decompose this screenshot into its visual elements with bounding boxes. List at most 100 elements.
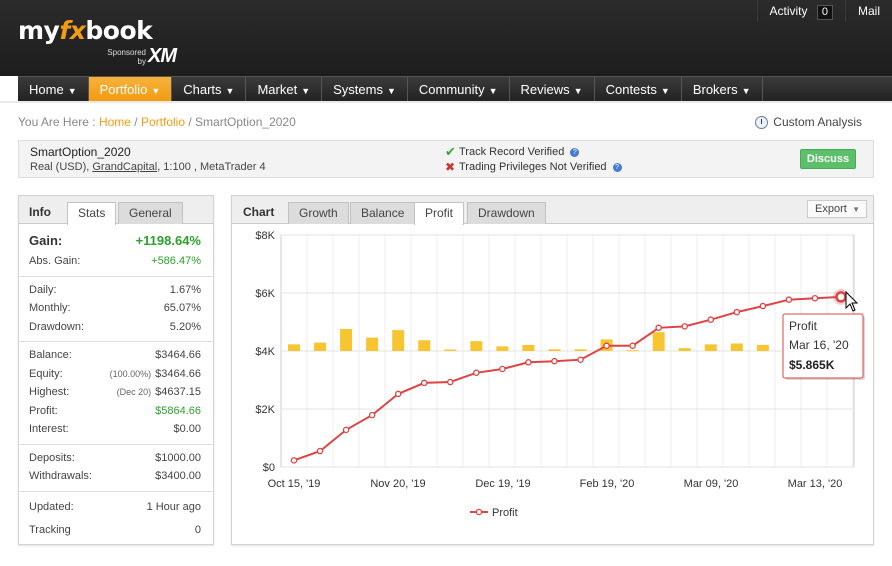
profit-point [603, 342, 610, 350]
chevron-down-icon: ▼ [225, 86, 235, 96]
info-tabbar: Info Stats General [19, 196, 213, 225]
legend-swatch-point [475, 508, 483, 516]
stat-gain: Gain: +1198.64% [29, 233, 201, 248]
account-type: Real (USD), [30, 161, 90, 173]
y-tick-label: $6K [255, 288, 275, 300]
nav-reviews[interactable]: Reviews ▼ [510, 77, 595, 102]
logo-text-book: book [85, 16, 153, 45]
profit-bar [470, 341, 483, 351]
breadcrumb-home-link[interactable]: Home [98, 115, 131, 129]
stat-balance: Balance: $3464.66 [29, 349, 201, 361]
x-tick-label: Dec 19, '19 [475, 478, 530, 490]
tab-drawdown[interactable]: Drawdown [467, 202, 546, 224]
logo-text-fx: fx [59, 16, 86, 45]
trading-privileges-label: Trading Privileges Not Verified [459, 161, 607, 173]
profit-bar [704, 344, 717, 351]
x-tick-label: Nov 20, '19 [370, 478, 425, 490]
myfxbook-logo[interactable]: myfxbook Sponsored by XM [18, 16, 177, 67]
breadcrumb-portfolio-link[interactable]: Portfolio [140, 115, 186, 129]
nav-systems[interactable]: Systems ▼ [322, 77, 408, 102]
stat-profit: Profit: $5864.66 [29, 404, 201, 417]
breadcrumb-separator: / [130, 115, 141, 129]
custom-analysis-label: Custom Analysis [773, 115, 862, 129]
nav-brokers[interactable]: Brokers ▼ [682, 77, 763, 102]
tab-general[interactable]: General [118, 202, 183, 224]
nav-charts[interactable]: Charts ▼ [172, 77, 247, 102]
profit-bar [314, 342, 327, 351]
stat-monthly: Monthly: 65.07% [29, 302, 201, 314]
export-button[interactable]: Export ▼ [807, 200, 867, 218]
top-header: myfxbook Sponsored by XM Activity 0 Mail [0, 0, 892, 76]
profit-point [759, 302, 767, 310]
nav-home[interactable]: Home ▼ [18, 77, 89, 102]
profit-point [525, 359, 532, 366]
nav-portfolio[interactable]: Portfolio ▼ [88, 77, 173, 102]
stat-equity: Equity: (100.00%) $3464.66 [29, 367, 201, 380]
profit-point [785, 296, 793, 303]
discuss-button[interactable]: Discuss [800, 149, 856, 169]
chart-panel: Chart Growth Balance Profit Drawdown Exp… [231, 195, 874, 545]
profit-point [733, 308, 741, 316]
divider [19, 341, 213, 342]
tab-stats[interactable]: Stats [67, 202, 117, 225]
chevron-down-icon: ▼ [741, 86, 751, 96]
custom-analysis-link[interactable]: Custom Analysis [755, 115, 862, 129]
chart-tabbar: Chart Growth Balance Profit Drawdown Exp… [232, 196, 873, 225]
tab-growth[interactable]: Growth [288, 202, 349, 224]
stats-list: Gain: +1198.64% Abs. Gain: +586.47% Daily:… [19, 230, 213, 542]
divider [19, 490, 213, 492]
profit-chart[interactable]: $0 $2K $4K $6K $8K Oct 15, '19 Nov 20, '19 Dec … [232, 225, 873, 545]
tab-profit[interactable]: Profit [414, 202, 465, 225]
profit-point [342, 426, 350, 434]
stat-withdrawals: Withdrawals: $3400.00 [29, 470, 201, 482]
profit-bar [730, 343, 743, 351]
nav-community[interactable]: Community ▼ [408, 77, 510, 102]
profit-point [577, 356, 584, 363]
stat-deposits: Deposits: $1000.00 [29, 451, 201, 464]
mail-link[interactable]: Mail [844, 0, 892, 22]
stat-abs-gain: Abs. Gain: +586.47% [29, 255, 201, 267]
help-icon[interactable]: ? [570, 147, 580, 157]
chevron-down-icon: ▼ [67, 86, 77, 96]
profit-point [629, 342, 636, 350]
check-icon: ✔ [445, 144, 456, 159]
profit-bar [496, 346, 509, 351]
highlight-point [835, 291, 847, 303]
cursor-pointer-icon [845, 290, 859, 312]
export-label: Export [815, 203, 847, 215]
nav-market[interactable]: Market ▼ [246, 77, 323, 102]
profit-bar [626, 350, 639, 352]
breadcrumb-current: SmartOption_2020 [195, 115, 296, 129]
divider [19, 275, 213, 277]
profit-point [368, 411, 376, 419]
tab-balance[interactable]: Balance [350, 202, 416, 224]
profit-point [681, 323, 688, 330]
profit-point [447, 378, 454, 386]
profit-bar [548, 349, 561, 351]
profit-bar [574, 349, 587, 351]
xm-logo: XM [148, 45, 177, 67]
profit-bar [522, 344, 535, 351]
stat-tracking: Tracking 0 [29, 523, 201, 536]
clock-icon [755, 115, 769, 129]
tooltip-series: Profit [789, 319, 818, 333]
profit-bar [418, 340, 431, 351]
profit-point [473, 369, 480, 376]
chevron-down-icon: ▼ [488, 86, 498, 96]
main-nav: Home ▼ Portfolio ▼ Charts ▼ Market ▼ Systems… [18, 76, 892, 102]
divider [19, 443, 213, 445]
stat-updated: Updated: 1 Hour ago [29, 500, 201, 513]
chevron-down-icon: ▼ [660, 86, 670, 96]
help-icon[interactable]: ? [612, 162, 622, 172]
nav-divider [0, 101, 892, 103]
profit-point [707, 316, 715, 323]
profit-point [316, 447, 324, 455]
broker-link[interactable]: GrandCapital [92, 161, 158, 173]
nav-contests[interactable]: Contests ▼ [595, 77, 682, 102]
breadcrumb-separator: / [185, 115, 196, 129]
y-tick-label: $4K [255, 346, 275, 358]
tooltip-date: Mar 16, '20 [789, 338, 849, 352]
top-links: Activity 0 Mail [756, 0, 892, 22]
activity-link[interactable]: Activity 0 [756, 0, 845, 22]
profit-point [655, 324, 662, 332]
